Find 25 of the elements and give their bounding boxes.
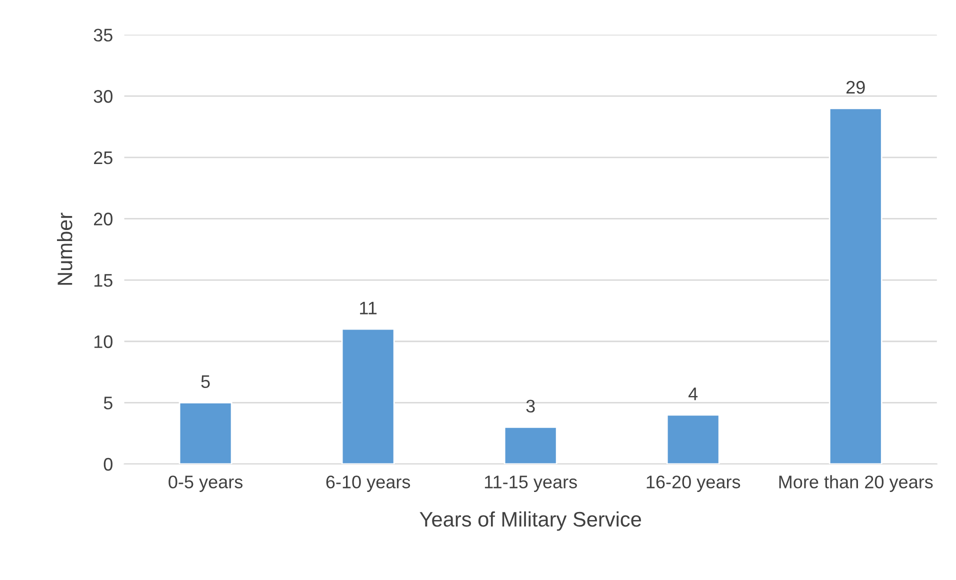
y-tick-label: 10 bbox=[94, 335, 112, 348]
x-tick-label: 0-5 years bbox=[168, 476, 243, 492]
y-axis-title: Number bbox=[57, 212, 72, 285]
data-label: 11 bbox=[360, 302, 377, 314]
x-tick-label: 16-20 years bbox=[646, 476, 740, 492]
x-axis-title: Years of Military Service bbox=[420, 511, 642, 531]
bar bbox=[341, 328, 395, 464]
data-label: 3 bbox=[526, 400, 535, 413]
y-tick-label: 5 bbox=[104, 396, 112, 410]
y-tick-label: 20 bbox=[94, 212, 112, 226]
y-tick-label: 35 bbox=[94, 28, 112, 42]
data-label: 4 bbox=[688, 388, 698, 400]
data-label: 5 bbox=[201, 375, 210, 388]
y-tick-label: 0 bbox=[104, 458, 112, 471]
y-tick-label: 25 bbox=[94, 151, 112, 164]
bar bbox=[828, 108, 882, 464]
bar bbox=[178, 402, 232, 464]
data-label: 29 bbox=[846, 80, 865, 94]
x-tick-label: More than 20 years bbox=[779, 475, 933, 492]
y-tick-label: 30 bbox=[94, 90, 112, 103]
y-tick-label: 15 bbox=[94, 274, 112, 287]
bar bbox=[504, 426, 558, 464]
x-tick-label: 6-10 years bbox=[326, 476, 410, 492]
bar bbox=[666, 414, 720, 464]
x-tick-label: 11-15 years bbox=[484, 476, 577, 492]
